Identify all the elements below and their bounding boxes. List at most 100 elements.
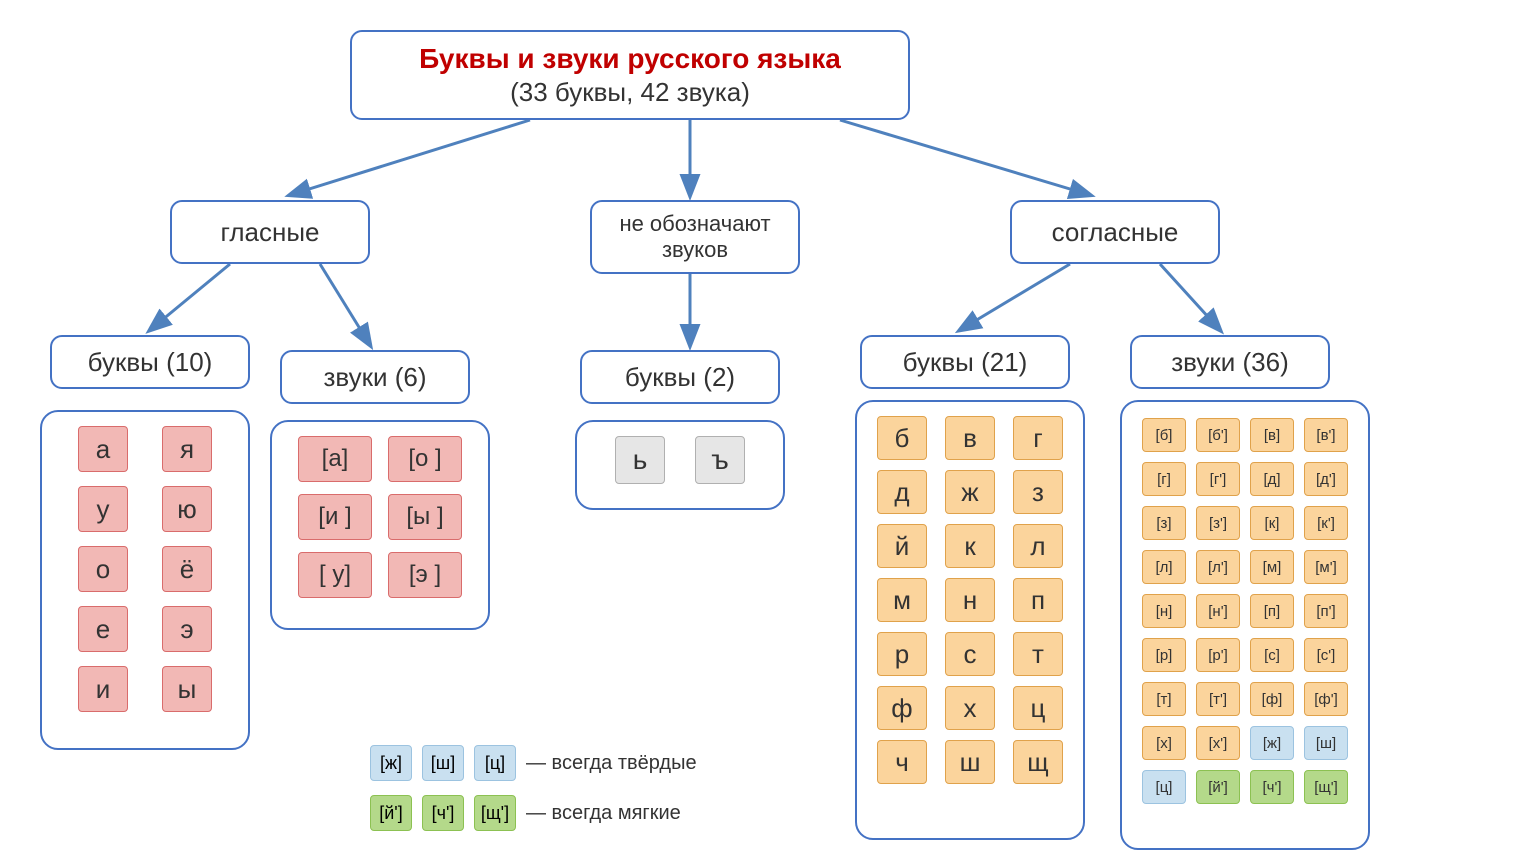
subcat-vowel-sounds-label: звуки (6) (323, 362, 426, 393)
subcat-cons-sounds: звуки (36) (1130, 335, 1330, 389)
cons-sound-tile: [п] (1250, 594, 1294, 628)
subcat-nosound-letters: буквы (2) (580, 350, 780, 404)
cons-sound-tile: [г'] (1196, 462, 1240, 496)
panel-cons-sounds: [б][б'][в][в'][г][г'][д][д'][з][з'][к][к… (1120, 400, 1370, 850)
cons-letter-tile: п (1013, 578, 1063, 622)
cons-sound-tile: [в] (1250, 418, 1294, 452)
cons-letter-tile: ф (877, 686, 927, 730)
subcat-cons-sounds-label: звуки (36) (1171, 347, 1289, 378)
cons-sound-tile: [м] (1250, 550, 1294, 584)
cons-sound-tile: [ф'] (1304, 682, 1348, 716)
legend-tile: [ш] (422, 745, 464, 781)
cons-letter-tile: ж (945, 470, 995, 514)
cons-sound-tile: [н'] (1196, 594, 1240, 628)
cons-letter-tile: д (877, 470, 927, 514)
cons-sound-tile: [г] (1142, 462, 1186, 496)
cons-letter-tile: й (877, 524, 927, 568)
category-consonants-label: согласные (1052, 217, 1179, 248)
legend-text: — всегда твёрдые (526, 752, 697, 775)
vowel-sound-tile: [э ] (388, 552, 462, 598)
cons-sound-tile: [к] (1250, 506, 1294, 540)
cons-sound-tile: [д] (1250, 462, 1294, 496)
vowel-sound-tile: [ у] (298, 552, 372, 598)
title-line1: Буквы и звуки русского языка (419, 43, 841, 75)
cons-letter-tile: щ (1013, 740, 1063, 784)
vowel-letter-tile: ы (162, 666, 212, 712)
cons-letter-tile: ц (1013, 686, 1063, 730)
subcat-nosound-letters-label: буквы (2) (625, 362, 735, 393)
nosound-letter-tile: ъ (695, 436, 745, 484)
category-vowels: гласные (170, 200, 370, 264)
cons-sound-tile: [т] (1142, 682, 1186, 716)
title-line2: (33 буквы, 42 звука) (510, 77, 750, 108)
cons-sound-tile: [й'] (1196, 770, 1240, 804)
category-consonants: согласные (1010, 200, 1220, 264)
cons-letter-tile: х (945, 686, 995, 730)
category-vowels-label: гласные (220, 217, 319, 248)
cons-sound-tile: [ш] (1304, 726, 1348, 760)
cons-sound-tile: [щ'] (1304, 770, 1348, 804)
cons-sound-tile: [х'] (1196, 726, 1240, 760)
cons-sound-tile: [в'] (1304, 418, 1348, 452)
cons-sound-tile: [с'] (1304, 638, 1348, 672)
cons-letter-tile: м (877, 578, 927, 622)
cons-letter-tile: ч (877, 740, 927, 784)
cons-sound-tile: [с] (1250, 638, 1294, 672)
vowel-letter-tile: ю (162, 486, 212, 532)
legend-tile: [щ'] (474, 795, 516, 831)
cons-sound-tile: [б'] (1196, 418, 1240, 452)
vowel-letter-tile: я (162, 426, 212, 472)
cons-letter-tile: т (1013, 632, 1063, 676)
cons-sound-tile: [л] (1142, 550, 1186, 584)
legend-tile: [й'] (370, 795, 412, 831)
cons-letter-tile: б (877, 416, 927, 460)
vowel-sound-tile: [о ] (388, 436, 462, 482)
nosound-letter-tile: ь (615, 436, 665, 484)
cons-letter-tile: н (945, 578, 995, 622)
vowel-letter-tile: и (78, 666, 128, 712)
cons-sound-tile: [м'] (1304, 550, 1348, 584)
legend-tile: [ц] (474, 745, 516, 781)
cons-letter-tile: с (945, 632, 995, 676)
cons-sound-tile: [б] (1142, 418, 1186, 452)
cons-letter-tile: з (1013, 470, 1063, 514)
legend-text: — всегда мягкие (526, 802, 681, 825)
legend-hard: [ж] [ш] [ц] — всегда твёрдые (370, 745, 697, 781)
panel-cons-letters: бвгджзйклмнпрстфхцчшщ (855, 400, 1085, 840)
cons-sound-tile: [ч'] (1250, 770, 1294, 804)
cons-letter-tile: к (945, 524, 995, 568)
cons-sound-tile: [ф] (1250, 682, 1294, 716)
vowel-letter-tile: э (162, 606, 212, 652)
category-nosound: не обозначают звуков (590, 200, 800, 274)
cons-sound-tile: [к'] (1304, 506, 1348, 540)
panel-vowel-letters: аяуюоёеэиы (40, 410, 250, 750)
subcat-vowel-sounds: звуки (6) (280, 350, 470, 404)
cons-sound-tile: [р] (1142, 638, 1186, 672)
cons-sound-tile: [д'] (1304, 462, 1348, 496)
legend-soft: [й'] [ч'] [щ'] — всегда мягкие (370, 795, 681, 831)
subcat-cons-letters: буквы (21) (860, 335, 1070, 389)
vowel-letter-tile: у (78, 486, 128, 532)
vowel-sound-tile: [а] (298, 436, 372, 482)
vowel-letter-tile: о (78, 546, 128, 592)
cons-letter-tile: в (945, 416, 995, 460)
subcat-vowel-letters: буквы (10) (50, 335, 250, 389)
subcat-cons-letters-label: буквы (21) (903, 347, 1028, 378)
cons-sound-tile: [ц] (1142, 770, 1186, 804)
vowel-sound-tile: [и ] (298, 494, 372, 540)
cons-sound-tile: [х] (1142, 726, 1186, 760)
panel-nosound: ьъ (575, 420, 785, 510)
cons-sound-tile: [л'] (1196, 550, 1240, 584)
legend-tile: [ж] (370, 745, 412, 781)
vowel-sound-tile: [ы ] (388, 494, 462, 540)
title-box: Буквы и звуки русского языка (33 буквы, … (350, 30, 910, 120)
cons-sound-tile: [з] (1142, 506, 1186, 540)
cons-sound-tile: [р'] (1196, 638, 1240, 672)
cons-sound-tile: [ж] (1250, 726, 1294, 760)
cons-letter-tile: р (877, 632, 927, 676)
cons-letter-tile: ш (945, 740, 995, 784)
cons-sound-tile: [т'] (1196, 682, 1240, 716)
vowel-letter-tile: ё (162, 546, 212, 592)
legend-tile: [ч'] (422, 795, 464, 831)
cons-sound-tile: [п'] (1304, 594, 1348, 628)
